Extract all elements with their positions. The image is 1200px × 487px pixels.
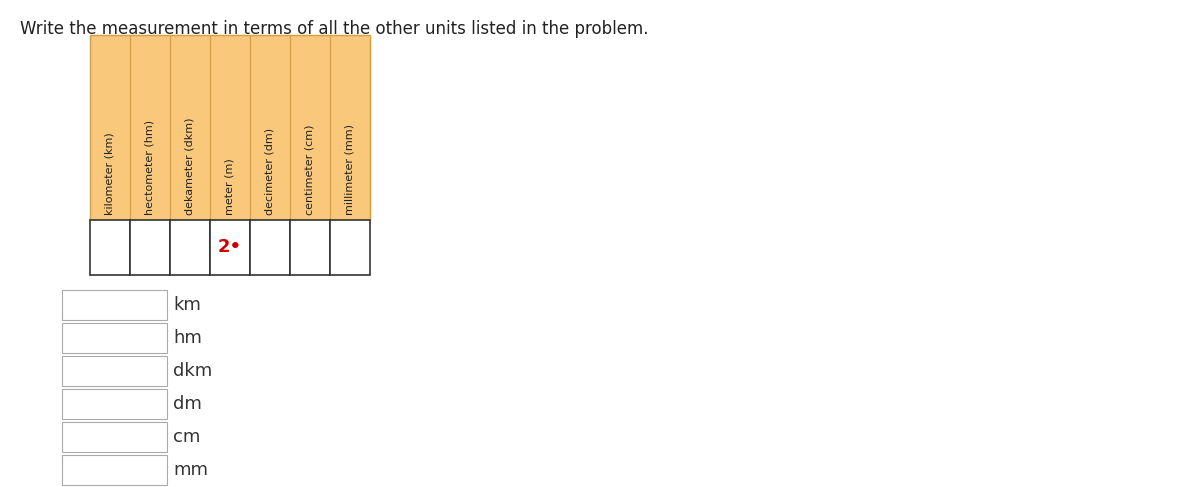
Bar — [90, 35, 130, 220]
Bar — [90, 35, 370, 220]
Bar — [62, 422, 167, 452]
Bar — [62, 455, 167, 485]
Text: dm: dm — [173, 395, 202, 413]
Text: mm: mm — [173, 461, 208, 479]
Bar — [250, 220, 290, 275]
Bar — [330, 35, 370, 220]
Text: 2•: 2• — [218, 239, 242, 257]
Bar — [62, 389, 167, 419]
Text: dkm: dkm — [173, 362, 212, 380]
Bar — [290, 220, 330, 275]
Text: millimeter (mm): millimeter (mm) — [346, 124, 355, 215]
Bar — [130, 35, 170, 220]
Text: decimeter (dm): decimeter (dm) — [265, 128, 275, 215]
Text: dekameter (dkm): dekameter (dkm) — [185, 117, 194, 215]
Text: cm: cm — [173, 428, 200, 446]
Text: hectometer (hm): hectometer (hm) — [145, 120, 155, 215]
Bar — [130, 220, 170, 275]
Text: km: km — [173, 296, 200, 314]
Bar — [170, 35, 210, 220]
Bar — [62, 356, 167, 386]
Bar — [62, 323, 167, 353]
Bar — [210, 35, 250, 220]
Bar — [62, 290, 167, 320]
Text: hm: hm — [173, 329, 202, 347]
Bar — [330, 220, 370, 275]
Bar — [90, 220, 130, 275]
Text: Write the measurement in terms of all the other units listed in the problem.: Write the measurement in terms of all th… — [20, 20, 648, 38]
Bar — [250, 35, 290, 220]
Text: meter (m): meter (m) — [226, 158, 235, 215]
Bar — [210, 220, 250, 275]
Bar — [170, 220, 210, 275]
Text: centimeter (cm): centimeter (cm) — [305, 125, 314, 215]
Text: kilometer (km): kilometer (km) — [106, 132, 115, 215]
Bar — [290, 35, 330, 220]
